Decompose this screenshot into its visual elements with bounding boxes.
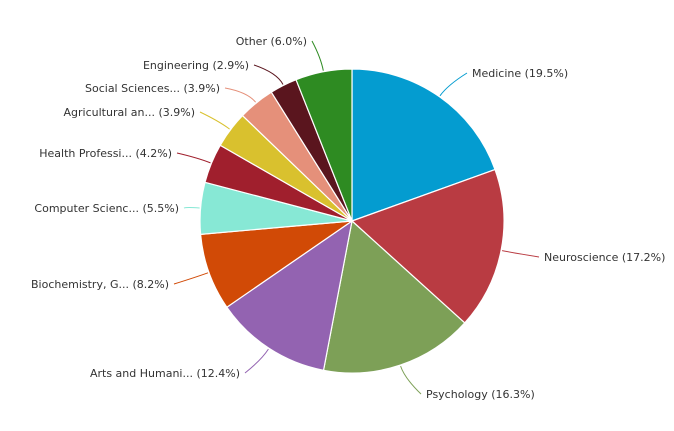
slice-label: Other (6.0%) [236,35,307,48]
leader-line [173,272,209,285]
slice-label: Arts and Humani... (12.4%) [90,367,240,380]
pie-slice[interactable] [350,168,505,324]
slice-labels: Medicine (19.5%) Neuroscience (17.2%) Psyc… [31,35,665,401]
slice-label: Neuroscience (17.2%) [544,251,665,264]
leader-line [183,206,200,209]
slice-label: Health Professi... (4.2%) [39,147,172,160]
pie-slices [199,68,505,374]
slice-label: Biochemistry, G... (8.2%) [31,278,169,291]
pie-slice[interactable] [351,68,496,222]
pie-slice[interactable] [225,219,353,372]
leader-line [176,152,211,164]
leader-line [244,348,269,374]
slice-label: Psychology (16.3%) [426,388,535,401]
leader-line [502,250,540,258]
slice-label: Agricultural an... (3.9%) [64,106,196,119]
leader-line [311,40,324,71]
leader-lines [173,40,540,395]
slice-label: Engineering (2.9%) [143,59,249,72]
leader-line [400,365,422,395]
slice-label: Social Sciences... (3.9%) [85,82,220,95]
slice-label: Computer Scienc... (5.5%) [34,202,179,215]
leader-line [199,111,230,130]
leader-line [224,87,256,103]
leader-line [439,72,468,97]
pie-slice[interactable] [322,219,466,374]
leader-line [253,64,284,85]
slice-label: Medicine (19.5%) [472,67,568,80]
pie-slice[interactable] [295,68,353,222]
